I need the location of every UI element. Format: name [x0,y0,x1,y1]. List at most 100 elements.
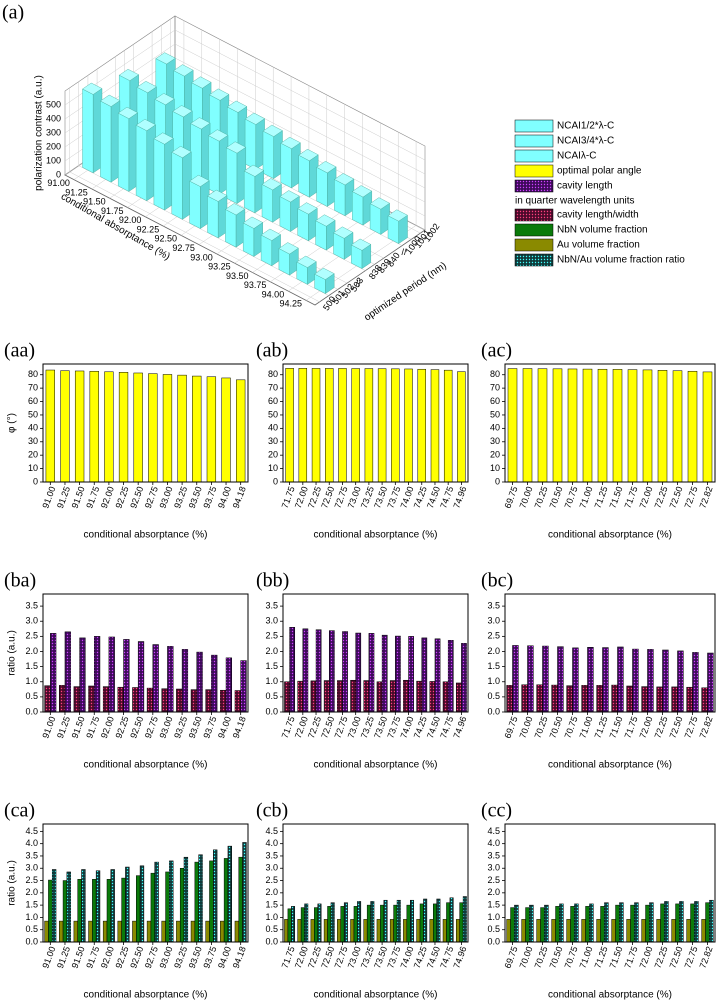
bar [81,869,86,943]
bar-face [207,195,219,239]
bar [423,898,428,943]
x-tick-label: 91.75 [101,206,124,216]
bar-top [154,93,175,106]
bar [74,370,85,483]
y-tick-label: 50 [28,409,38,419]
bar [462,896,467,943]
bar-face [242,222,255,257]
bar [596,685,603,713]
y-axis-label: φ (°) [7,413,18,433]
bar [117,920,122,943]
bar-top [189,174,210,187]
bar [376,919,381,943]
bar [566,685,573,713]
y-tick-label: 60 [268,396,278,406]
bar [225,141,247,204]
y-tick-label: 1.0 [487,676,500,686]
bar [242,842,247,943]
bar [190,689,198,713]
bar [45,369,55,483]
bar [284,919,289,943]
y-tick-label: 3.0 [25,863,38,873]
bar [342,631,348,713]
bar [148,373,158,483]
bar [434,638,441,713]
bar [707,652,714,713]
bar [416,680,423,713]
bar [506,919,511,943]
bar [137,641,145,713]
bar [506,685,513,713]
bar-face [82,88,94,174]
bar [664,901,669,943]
bar [363,919,368,943]
bar [315,214,336,251]
bar-top [296,255,317,268]
bar-top [171,145,192,159]
bar [323,680,330,713]
bar [446,902,451,943]
bar [429,681,436,713]
bar [529,904,534,943]
x-tick-label: 94.18 [231,715,248,740]
bar [220,689,227,713]
bar [330,902,335,943]
legend-label: NCAI1/2*λ-C [557,121,614,132]
bar [181,649,189,713]
bar [540,907,545,943]
bar-face [279,196,291,232]
y-tick-label: 4.0 [25,838,38,848]
bar [442,919,447,943]
bar [279,190,300,232]
x-tick-label: 72.82 [698,715,715,740]
y-tick-label: 20 [268,450,278,460]
bar [574,903,579,943]
bar [641,919,646,943]
bar [656,686,663,713]
y-tick-label: 0.5 [25,924,38,934]
grid-line [174,29,426,161]
y-tick-label: 10 [28,463,38,473]
bar [208,129,229,195]
bar [314,907,319,943]
plot-frame [504,363,716,483]
bar [395,635,401,713]
bar [161,688,168,713]
y-tick-label: 50 [490,409,500,419]
bar [455,919,460,943]
legend-label: NbN volume fraction [557,225,648,236]
bar [630,904,635,943]
bar-top [100,94,121,107]
bar [82,82,103,174]
bar [596,919,601,943]
bar [94,636,101,713]
bar [139,865,145,943]
bar [297,680,304,713]
bar [311,368,321,483]
y-tick-label: 1.0 [25,912,38,922]
y-tick-label: 2.0 [487,887,500,897]
bar [702,371,713,483]
bar [600,906,605,943]
legend-label: NCAIλ-C [557,151,596,162]
bar [582,368,593,483]
panel-label: (bc) [481,570,513,592]
bar [417,368,426,483]
bar [672,370,683,483]
bar [671,686,678,713]
y-tick-label: 80 [268,369,278,379]
bar-top [298,148,319,162]
bar [432,903,437,943]
bar-top [279,190,300,203]
y-tick-label: 3.5 [265,850,278,860]
x-axis-label: conditional absorptance (%) [548,760,672,771]
bar-face [225,209,237,248]
bar [570,906,575,943]
bar-top [369,197,390,210]
z-tick-label: 100 [46,155,61,165]
bar [690,903,695,943]
bar [351,185,373,226]
legend-swatch [514,253,554,267]
bar [73,920,78,943]
bar [536,919,541,943]
